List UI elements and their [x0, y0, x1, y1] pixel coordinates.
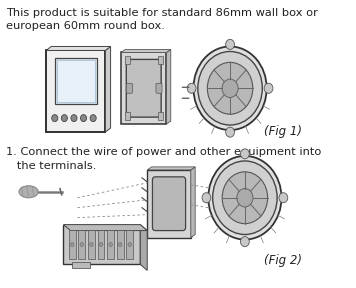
FancyBboxPatch shape — [63, 225, 140, 264]
Circle shape — [207, 62, 253, 114]
Circle shape — [213, 161, 277, 234]
Polygon shape — [166, 50, 171, 124]
Circle shape — [187, 83, 196, 93]
Circle shape — [71, 115, 77, 122]
FancyBboxPatch shape — [158, 112, 163, 120]
Polygon shape — [147, 167, 195, 170]
FancyBboxPatch shape — [78, 230, 85, 259]
FancyBboxPatch shape — [147, 170, 191, 238]
FancyBboxPatch shape — [55, 58, 96, 104]
Circle shape — [264, 83, 273, 93]
Text: 1. Connect the wire of power and other equipment into
   the terminals.: 1. Connect the wire of power and other e… — [6, 147, 321, 170]
FancyBboxPatch shape — [126, 59, 161, 117]
Circle shape — [198, 52, 262, 125]
FancyBboxPatch shape — [121, 52, 166, 124]
Circle shape — [237, 189, 253, 207]
Polygon shape — [105, 46, 111, 132]
Circle shape — [90, 115, 96, 122]
Ellipse shape — [19, 186, 38, 198]
Circle shape — [128, 242, 131, 247]
Circle shape — [61, 115, 67, 122]
Circle shape — [70, 242, 74, 247]
Text: This product is suitable for standard 86mm wall box or
european 60mm round box.: This product is suitable for standard 86… — [6, 8, 318, 31]
Polygon shape — [46, 46, 111, 50]
Circle shape — [222, 172, 268, 224]
FancyBboxPatch shape — [88, 230, 95, 259]
FancyBboxPatch shape — [46, 50, 105, 132]
Circle shape — [80, 115, 87, 122]
FancyBboxPatch shape — [57, 60, 95, 102]
Circle shape — [109, 242, 112, 247]
FancyBboxPatch shape — [107, 230, 114, 259]
FancyBboxPatch shape — [125, 56, 130, 65]
Circle shape — [222, 79, 238, 97]
Polygon shape — [63, 225, 147, 231]
FancyBboxPatch shape — [152, 177, 185, 231]
FancyBboxPatch shape — [117, 230, 124, 259]
Text: (Fig 2): (Fig 2) — [265, 254, 303, 267]
Circle shape — [208, 156, 282, 240]
Polygon shape — [191, 167, 195, 238]
FancyBboxPatch shape — [126, 230, 133, 259]
Circle shape — [193, 46, 267, 130]
Circle shape — [241, 149, 249, 159]
Circle shape — [52, 115, 58, 122]
Circle shape — [241, 237, 249, 247]
Circle shape — [90, 242, 93, 247]
Polygon shape — [140, 225, 147, 270]
Circle shape — [119, 242, 122, 247]
FancyBboxPatch shape — [126, 83, 132, 93]
Polygon shape — [121, 50, 171, 52]
FancyBboxPatch shape — [156, 83, 162, 93]
Circle shape — [99, 242, 103, 247]
Circle shape — [226, 127, 235, 137]
FancyBboxPatch shape — [98, 230, 104, 259]
FancyBboxPatch shape — [158, 56, 163, 65]
Text: (Fig 1): (Fig 1) — [265, 125, 303, 138]
Circle shape — [279, 193, 288, 203]
FancyBboxPatch shape — [125, 112, 130, 120]
FancyBboxPatch shape — [72, 262, 90, 268]
Circle shape — [226, 39, 235, 50]
FancyBboxPatch shape — [69, 230, 76, 259]
Circle shape — [80, 242, 84, 247]
Circle shape — [202, 193, 211, 203]
